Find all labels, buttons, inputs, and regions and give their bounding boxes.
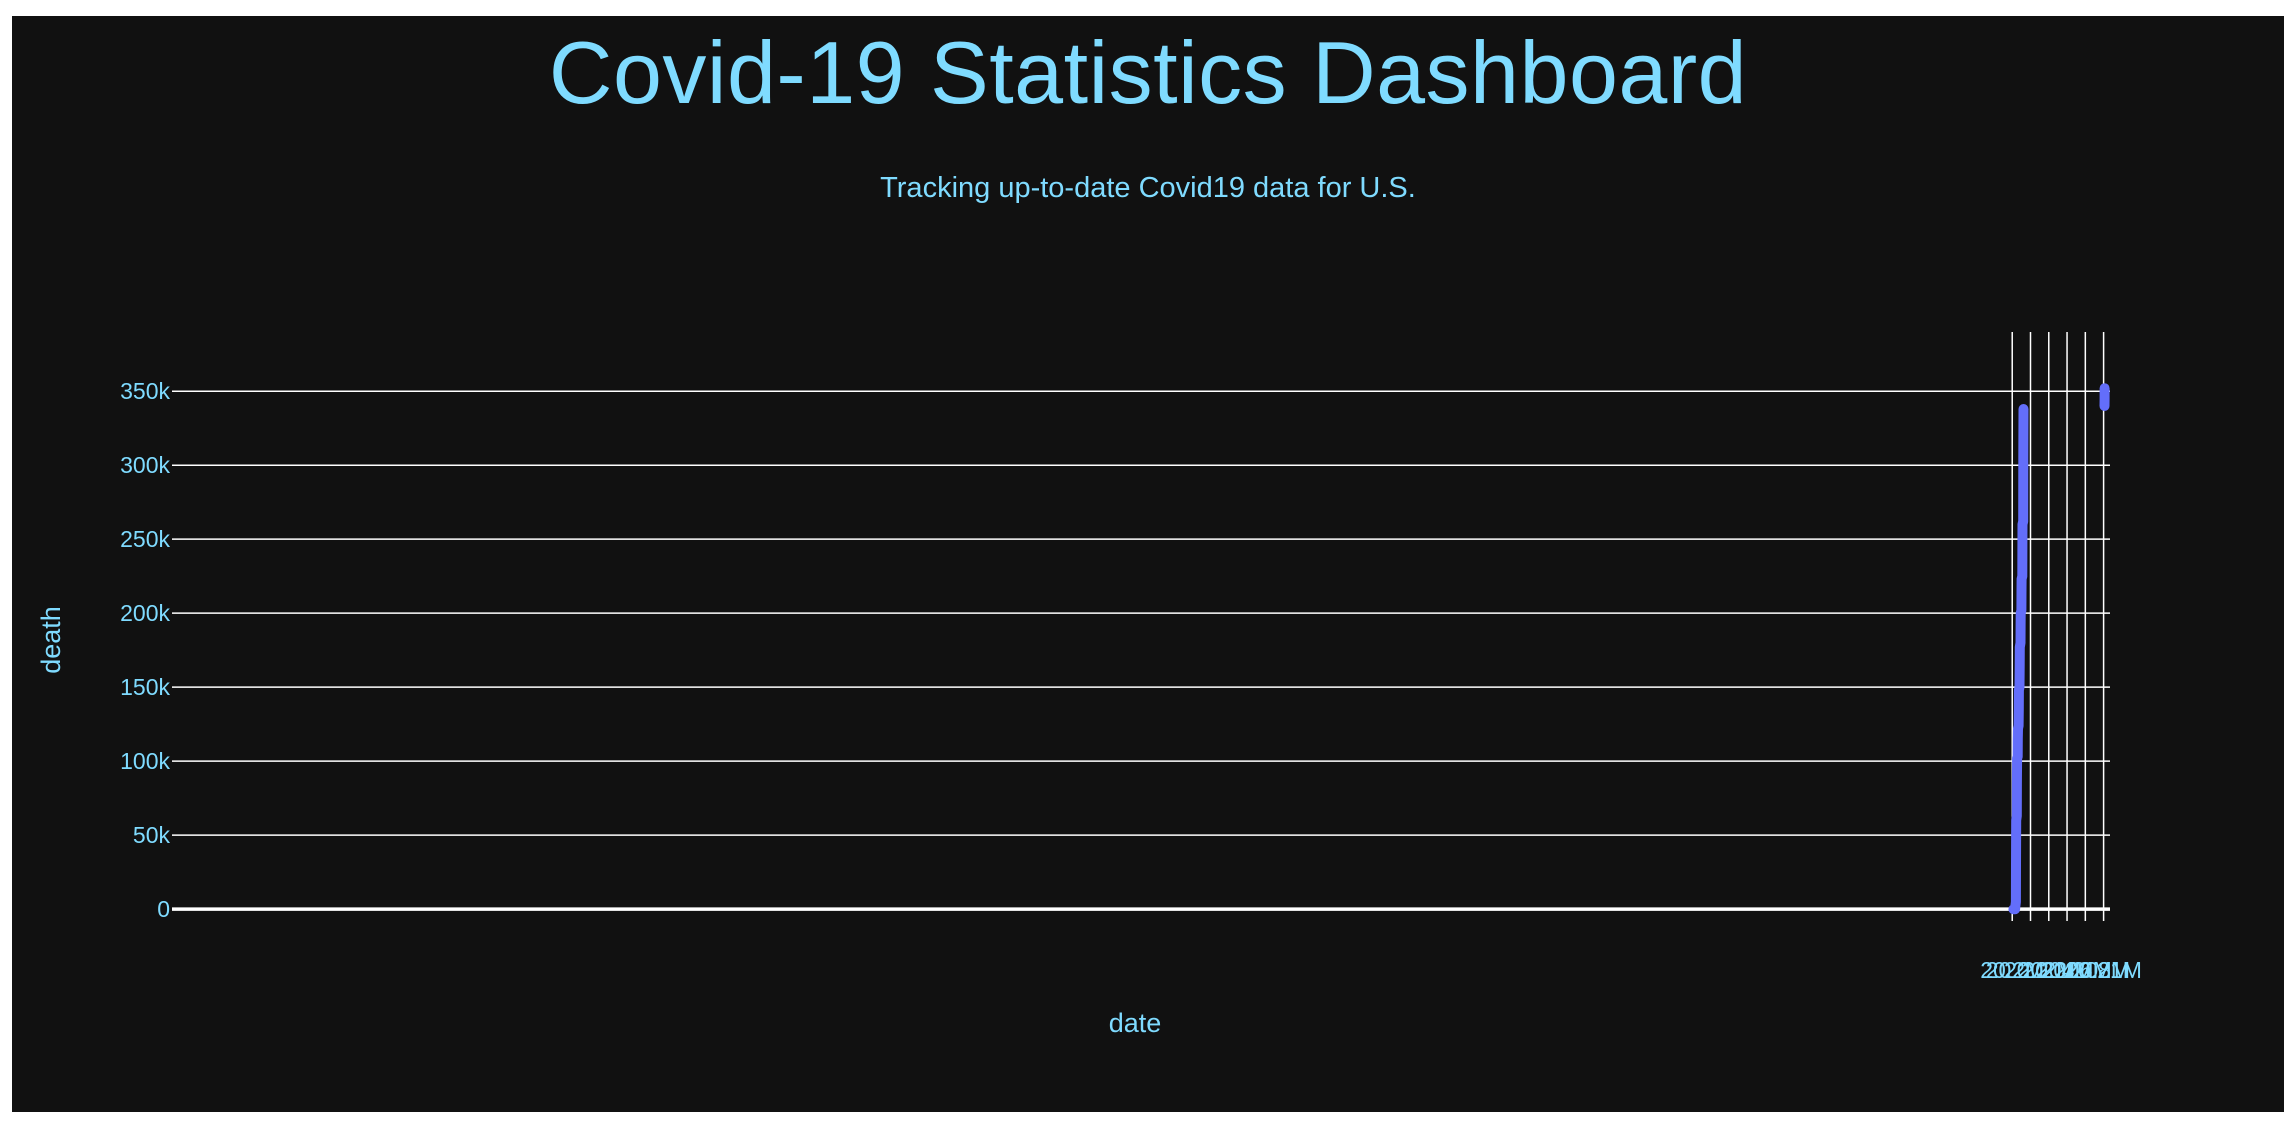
x-tick-label: 20.206M	[2022, 957, 2112, 983]
x-tick-label: 20.204M	[2004, 957, 2094, 983]
x-tick-label: 20.208M	[2041, 957, 2131, 983]
series-line-1	[2008, 404, 2029, 915]
y-tick-label: 50k	[133, 822, 171, 848]
y-tick-label: 200k	[120, 600, 170, 626]
y-tick-label: 250k	[120, 526, 170, 552]
x-tick-label: 20.202M	[1986, 957, 2076, 983]
x-tick-label: 20.21M	[2065, 957, 2142, 983]
page-title: Covid-19 Statistics Dashboard	[548, 23, 1748, 122]
y-tick-label: 350k	[120, 378, 170, 404]
y-axis-title: death	[36, 606, 66, 674]
x-axis-title: date	[1109, 1008, 1162, 1038]
y-tick-label: 100k	[120, 748, 170, 774]
grid-lines	[172, 332, 2110, 921]
y-tick-label: 150k	[120, 674, 170, 700]
series-layer	[2008, 383, 2110, 915]
dashboard: Covid-19 Statistics Dashboard Tracking u…	[12, 16, 2284, 1112]
x-tick-label: 20.2M	[1980, 957, 2044, 983]
page-subtitle: Tracking up-to-date Covid19 data for U.S…	[880, 172, 1416, 204]
y-tick-label: 0	[157, 896, 170, 922]
y-tick-label: 300k	[120, 452, 170, 478]
